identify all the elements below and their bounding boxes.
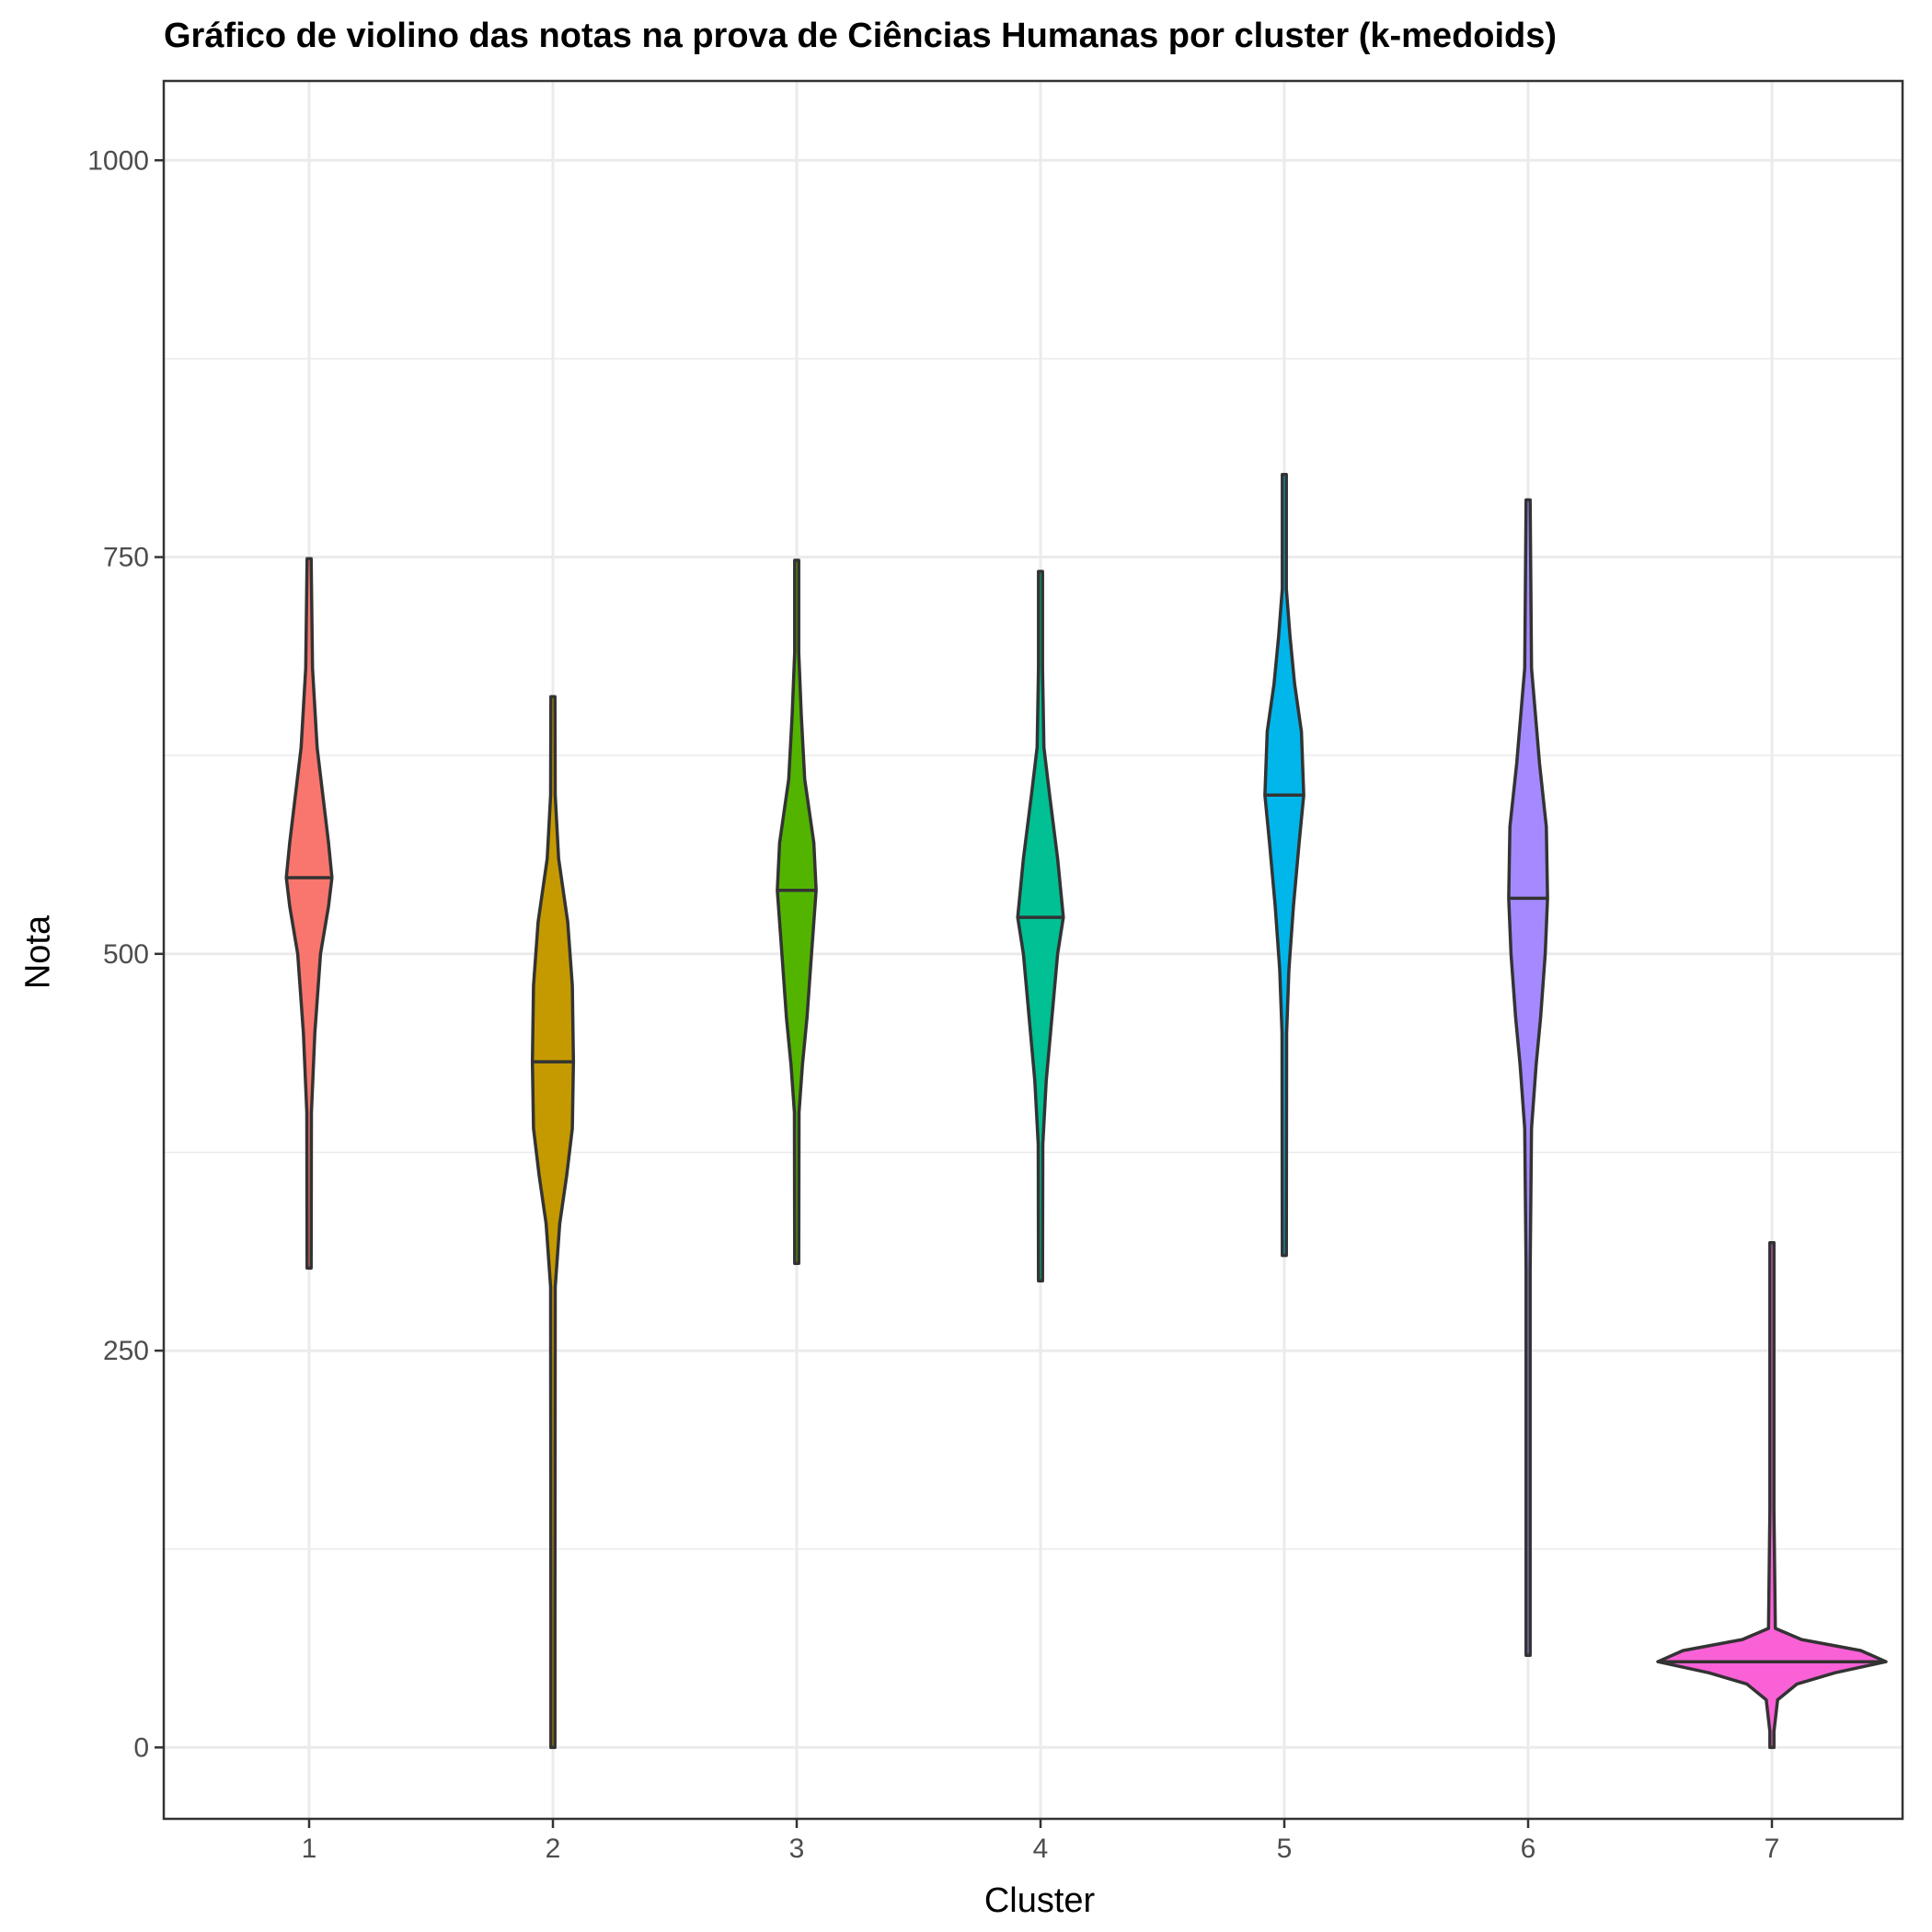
- x-tick-label: 2: [546, 1834, 561, 1864]
- x-axis-title: Cluster: [983, 1881, 1096, 1920]
- chart-title: Gráfico de violino das notas na prova de…: [164, 17, 1558, 55]
- x-tick-label: 4: [1033, 1834, 1049, 1864]
- panel-border: [162, 79, 1904, 1821]
- violin-cluster-5: [1263, 473, 1305, 1258]
- violin-cluster-6: [1507, 498, 1549, 1658]
- violin-cluster-3: [776, 558, 818, 1265]
- violin-cluster-4: [1016, 569, 1065, 1282]
- violin-cluster-2: [530, 695, 576, 1750]
- y-tick-label: 750: [103, 543, 149, 573]
- y-tick-label: 250: [103, 1336, 149, 1366]
- y-tick-label: 500: [103, 939, 149, 970]
- y-tick-label: 0: [133, 1732, 149, 1763]
- violin-cluster-1: [284, 557, 334, 1271]
- violin-cluster-7: [1656, 1241, 1888, 1750]
- x-tick-label: 1: [302, 1834, 317, 1864]
- x-tick-label: 7: [1765, 1834, 1780, 1864]
- x-tick-label: 6: [1521, 1834, 1536, 1864]
- x-tick-label: 3: [789, 1834, 805, 1864]
- y-tick-label: 1000: [87, 145, 149, 176]
- x-tick-label: 5: [1277, 1834, 1293, 1864]
